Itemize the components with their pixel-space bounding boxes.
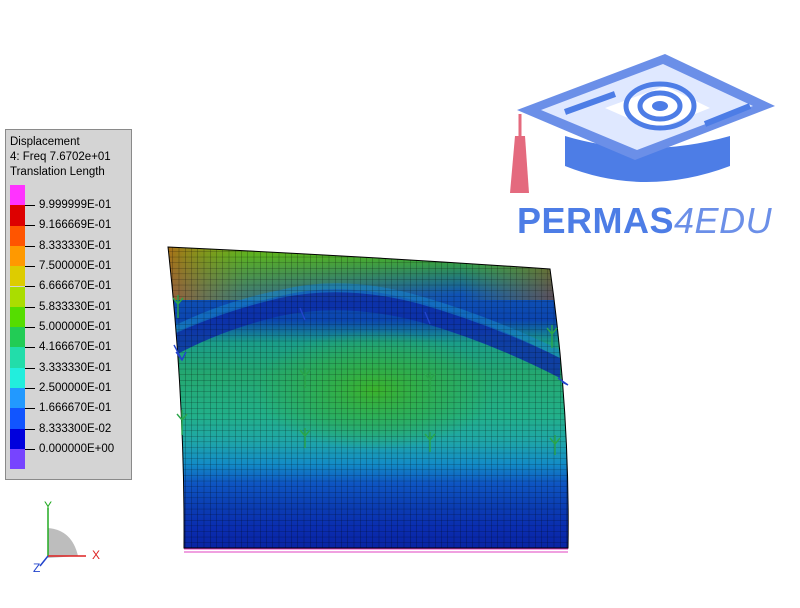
legend-swatch: [10, 205, 25, 226]
legend-swatch: [10, 225, 25, 246]
legend-tick: [25, 347, 35, 348]
axis-triad: Y X Z: [28, 498, 112, 578]
legend-label: 3.333330E-01: [39, 362, 112, 374]
legend-tick: [25, 408, 35, 409]
support-symbols: [172, 295, 561, 455]
legend-swatch: [10, 185, 25, 206]
logo-text-main: PERMAS: [517, 200, 675, 241]
logo-wordmark: PERMAS4EDU: [517, 200, 772, 242]
legend-label: 8.333300E-02: [39, 423, 112, 435]
legend-tick: [25, 429, 35, 430]
axis-triad-icon: [39, 508, 86, 567]
legend-label: 4.166670E-01: [39, 341, 112, 353]
legend-tick: [25, 205, 35, 206]
legend-label: 6.666670E-01: [39, 280, 112, 292]
legend-swatch: [10, 388, 25, 409]
legend-tick: [25, 327, 35, 328]
legend-label: 8.333330E-01: [39, 240, 112, 252]
legend-swatch: [10, 408, 25, 429]
legend-tick: [25, 266, 35, 267]
legend-label: 9.999999E-01: [39, 199, 112, 211]
logo-text-accent: 4EDU: [674, 200, 773, 241]
graduation-cap-icon: [510, 54, 775, 193]
deformed-mesh-plot: [167, 246, 569, 553]
legend-tick: [25, 286, 35, 287]
legend-label: 9.166669E-01: [39, 219, 112, 231]
legend-label: 2.500000E-01: [39, 382, 112, 394]
legend-swatch: [10, 286, 25, 307]
legend-title-line-2: 4: Freq 7.6702e+01: [10, 151, 111, 163]
legend-swatch: [10, 245, 25, 267]
legend-tick: [25, 307, 35, 308]
legend-tick: [25, 246, 35, 247]
legend-label: 7.500000E-01: [39, 260, 112, 272]
legend-tick: [25, 449, 35, 450]
tassel-icon: [510, 136, 529, 193]
boundary-markers: [184, 548, 568, 553]
legend-swatch: [10, 428, 25, 449]
legend-label: 1.666670E-01: [39, 402, 112, 414]
legend-label: 5.833330E-01: [39, 301, 112, 313]
legend-tick: [25, 225, 35, 226]
legend-label: 5.000000E-01: [39, 321, 112, 333]
axis-z-label: Z: [33, 561, 41, 575]
legend-label: 0.000000E+00: [39, 443, 115, 455]
legend-swatch: [10, 327, 25, 348]
axis-y-label: Y: [44, 499, 53, 513]
legend-swatch: [10, 306, 25, 328]
legend-swatch: [10, 367, 25, 388]
permas4edu-logo: PERMAS4EDU: [505, 48, 795, 248]
axis-x-label: X: [92, 548, 101, 562]
legend-tick: [25, 368, 35, 369]
contour-legend: Displacement 4: Freq 7.6702e+01 Translat…: [5, 129, 132, 480]
legend-title-line-1: Displacement: [10, 136, 80, 148]
legend-swatch: [10, 347, 25, 368]
legend-swatch: [10, 266, 25, 287]
legend-swatch: [10, 448, 25, 470]
legend-title-line-3: Translation Length: [10, 166, 105, 178]
legend-title: Displacement 4: Freq 7.6702e+01 Translat…: [10, 135, 111, 180]
legend-tick: [25, 388, 35, 389]
